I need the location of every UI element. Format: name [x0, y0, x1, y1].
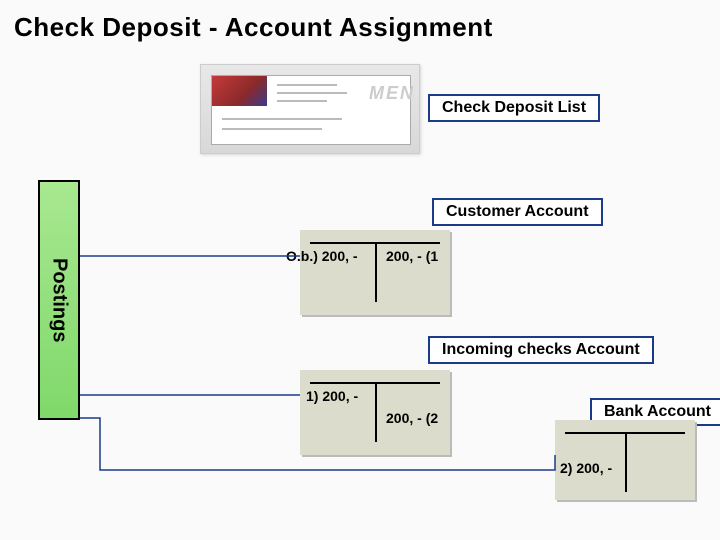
- check-line: [277, 84, 337, 86]
- label-check-deposit-list: Check Deposit List: [428, 94, 600, 122]
- check-line: [277, 92, 347, 94]
- customer-credit: 200, - (1: [386, 248, 438, 264]
- customer-debit: O.b.) 200, -: [286, 248, 358, 264]
- check-image: MEN: [200, 64, 420, 154]
- check-line: [277, 100, 327, 102]
- incoming-credit: 200, - (2: [386, 410, 438, 426]
- label-customer-account: Customer Account: [432, 198, 603, 226]
- page-title: Check Deposit - Account Assignment: [14, 12, 493, 43]
- check-stamp-text: MEN: [369, 83, 415, 104]
- check-line: [222, 118, 342, 120]
- t-account-customer: [300, 230, 450, 315]
- check-line: [222, 128, 322, 130]
- incoming-debit: 1) 200, -: [306, 388, 358, 404]
- postings-label: Postings: [48, 258, 71, 342]
- t-bar-mid: [375, 382, 377, 442]
- bank-debit: 2) 200, -: [560, 460, 612, 476]
- t-bar-mid: [625, 432, 627, 492]
- check-corner-art: [212, 76, 267, 106]
- label-incoming-checks: Incoming checks Account: [428, 336, 654, 364]
- t-bar-mid: [375, 242, 377, 302]
- postings-box: Postings: [38, 180, 80, 420]
